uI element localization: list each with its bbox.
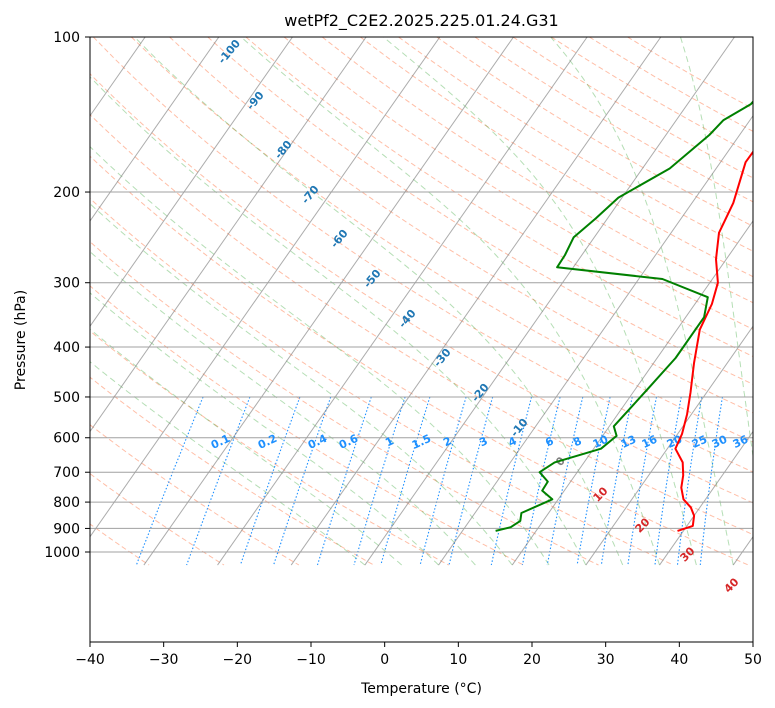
- dry-adiabat: [360, 37, 753, 278]
- y-tick-label: 500: [53, 390, 80, 406]
- isotherm: [90, 37, 220, 222]
- moist-adiabat: [383, 37, 697, 566]
- moist-adiabat: [134, 37, 624, 566]
- x-tick-label: 30: [597, 652, 615, 668]
- mixing-ratio-line: [699, 396, 723, 566]
- mixing-ratio-line: [353, 396, 406, 566]
- x-tick-label: −20: [223, 652, 253, 668]
- background-lines: [90, 37, 753, 566]
- dry-adiabat: [169, 37, 753, 414]
- mixing-ratio-line: [316, 396, 372, 566]
- mixing-ratio-label: 25: [690, 433, 709, 451]
- mixing-ratio-line: [676, 396, 703, 566]
- x-tick-label: 50: [744, 652, 762, 668]
- sounding-traces: [495, 100, 753, 532]
- y-tick-label: 200: [53, 185, 80, 201]
- mixing-ratio-line: [600, 396, 633, 566]
- isotherm: [511, 220, 753, 566]
- axis-ticks: −40 −30 −20 −10 0 10 20 30 40 50 100 200 300 400 500 60…: [44, 30, 762, 668]
- y-tick-label: 100: [53, 30, 80, 46]
- x-axis-label: Temperature (°C): [360, 681, 482, 697]
- moist-adiabat: [550, 37, 734, 566]
- mixing-ratio-line: [490, 396, 533, 566]
- mixing-ratio-label: 10: [591, 433, 611, 451]
- dry-adiabat: [90, 330, 449, 566]
- mixing-ratio-line: [627, 396, 658, 566]
- dewpoint-trace: [495, 100, 753, 532]
- mixing-ratio-line: [380, 396, 431, 566]
- y-axis-label: Pressure (hPa): [13, 290, 29, 390]
- temperature-trace: [674, 150, 753, 532]
- x-tick-label: 0: [380, 652, 389, 668]
- mixing-ratio-line: [135, 396, 204, 566]
- y-tick-label: 300: [53, 276, 80, 292]
- isotherm: [290, 37, 662, 566]
- x-tick-label: 40: [670, 652, 688, 668]
- dry-adiabat: [90, 424, 300, 566]
- dry-adiabat: [90, 376, 375, 566]
- mixing-ratio-label: 30: [710, 433, 730, 451]
- isotherm: [90, 37, 293, 328]
- mixing-ratio-label: 16: [640, 433, 660, 451]
- x-tick-label: 20: [523, 652, 541, 668]
- isotherm: [438, 114, 753, 566]
- mixing-ratio-line: [419, 396, 467, 566]
- x-tick-label: 10: [449, 652, 467, 668]
- plot-frame: [89, 36, 754, 643]
- isotherm: [659, 430, 753, 566]
- isotherm: [217, 37, 588, 566]
- mixing-ratio-line: [273, 396, 332, 566]
- moist-adiabat: [90, 203, 513, 566]
- mixing-ratio-line: [654, 396, 682, 566]
- dry-adiabat: [131, 37, 753, 443]
- dry-adiabat: [90, 73, 753, 504]
- isotherm: [90, 37, 441, 538]
- y-tick-label: 1000: [44, 545, 80, 561]
- isotherm: [585, 325, 753, 566]
- mixing-ratio-label: 36: [731, 433, 751, 451]
- chart-title: wetPf2_C2E2.2025.225.01.24.G31: [284, 11, 558, 31]
- mixing-ratio-label: 13: [619, 433, 638, 451]
- isotherm: [364, 37, 735, 566]
- isotherm: [90, 37, 367, 433]
- mixing-ratio-line: [239, 396, 301, 566]
- dry-adiabat: [90, 285, 524, 566]
- mixing-ratio-line: [576, 396, 611, 566]
- y-tick-label: 900: [53, 521, 80, 537]
- moist-adiabat: [240, 37, 660, 566]
- y-tick-label: 700: [53, 465, 80, 481]
- y-tick-label: 400: [53, 340, 80, 356]
- isotherm: [143, 37, 514, 566]
- dry-adiabat: [90, 155, 749, 566]
- mixing-ratio-line: [448, 396, 494, 566]
- dry-adiabat: [92, 37, 753, 473]
- dry-adiabat: [207, 37, 753, 385]
- moist-adiabat: [90, 328, 403, 566]
- x-tick-label: −10: [296, 652, 326, 668]
- mixing-ratio-line: [546, 396, 584, 566]
- mixing-ratio-line: [186, 396, 251, 566]
- y-tick-label: 600: [53, 431, 80, 447]
- dry-adiabat: [321, 37, 753, 304]
- y-tick-label: 800: [53, 495, 80, 511]
- x-tick-label: −30: [149, 652, 179, 668]
- x-tick-label: −40: [75, 652, 105, 668]
